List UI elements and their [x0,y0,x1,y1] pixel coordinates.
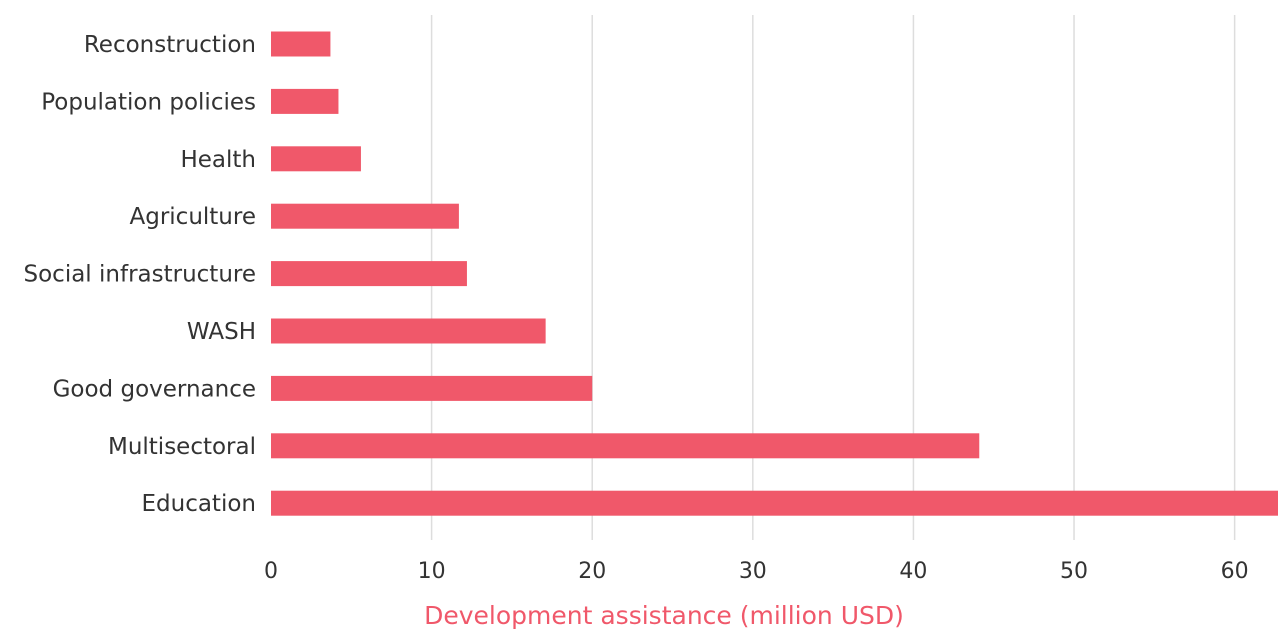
x-tick-label: 50 [1060,559,1088,584]
gridlines [430,15,1236,540]
x-tick-label: 40 [899,559,927,584]
category-label: Reconstruction [84,32,256,58]
x-tick-label: 20 [578,559,606,584]
bar-population-policies [271,88,339,114]
bars [271,31,1278,516]
category-label: Education [141,491,256,517]
category-label: Multisectoral [108,434,256,460]
category-labels: Reconstruction Population policies Health A… [24,32,257,517]
category-label: Social infrastructure [24,262,257,288]
x-tick-label: 60 [1221,559,1249,584]
bar-health [271,146,361,172]
x-tick-label: 0 [264,559,278,584]
x-tick-labels: 0 10 20 30 40 50 60 [264,559,1249,584]
bar-agriculture [271,203,459,229]
category-label: Good governance [53,376,256,402]
bar-multisectoral [271,433,980,459]
x-tick-label: 10 [418,559,446,584]
bar-education [271,490,1278,516]
category-label: Population policies [41,89,256,115]
x-tick-label: 30 [739,559,767,584]
category-label: Agriculture [130,204,257,230]
bar-wash [271,318,546,344]
bar-social-infrastructure [271,261,467,287]
category-label: WASH [187,319,256,345]
category-label: Health [180,147,256,173]
bar-good-governance [271,375,593,401]
bar-reconstruction [271,31,331,57]
x-axis-title: Development assistance (million USD) [424,601,904,630]
